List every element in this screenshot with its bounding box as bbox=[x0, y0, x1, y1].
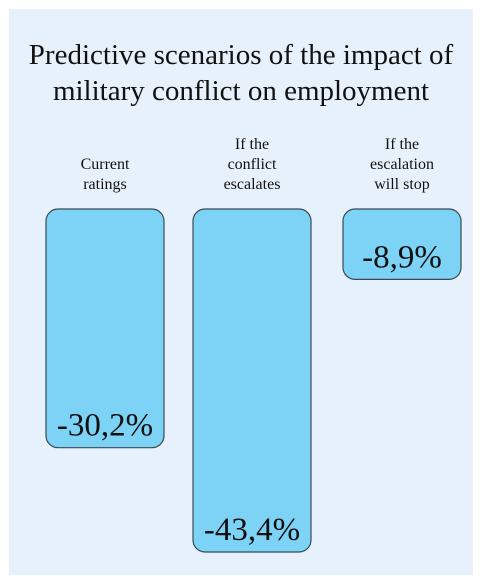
chart-title: Predictive scenarios of the impact of mi… bbox=[9, 37, 473, 109]
bar-2 bbox=[192, 208, 312, 553]
chart-title-line-2: military conflict on employment bbox=[52, 75, 430, 107]
bar-1 bbox=[45, 208, 165, 449]
chart-title-line-1: Predictive scenarios of the impact of bbox=[28, 39, 454, 71]
value-label-3: -8,9% bbox=[362, 239, 442, 275]
category-label-3-line-3: will stop bbox=[374, 176, 430, 193]
category-label-3-line-1: If the bbox=[385, 136, 419, 153]
category-label-1-line-1: Current bbox=[81, 156, 130, 173]
value-label-1: -30,2% bbox=[57, 408, 153, 444]
bar-chart: -30,2% Current ratings -43,4% If the conflict… bbox=[45, 136, 462, 553]
bar-3 bbox=[342, 208, 462, 280]
value-label-2: -43,4% bbox=[204, 512, 300, 548]
chart-panel: Predictive scenarios of the impact of mi… bbox=[9, 9, 473, 575]
category-label-3-line-2: escalation bbox=[370, 156, 434, 173]
category-label-2-line-2: conflict bbox=[228, 156, 277, 173]
category-label-2-line-3: escalates bbox=[224, 176, 281, 193]
category-label-2-line-1: If the bbox=[235, 136, 269, 153]
category-label-1-line-2: ratings bbox=[83, 176, 127, 193]
